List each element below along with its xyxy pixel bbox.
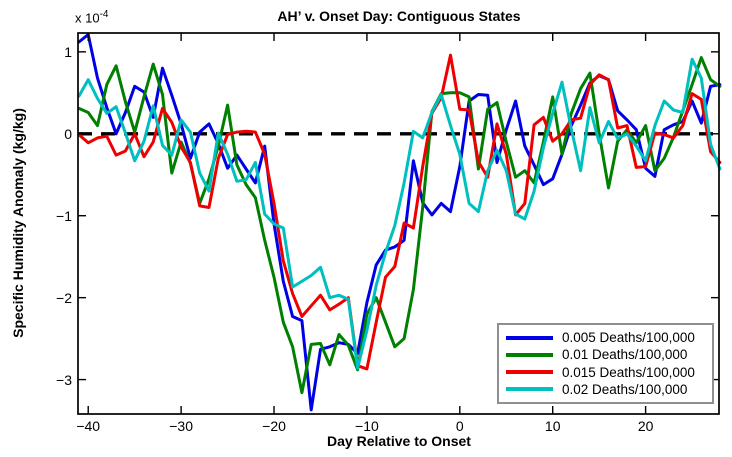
y-tick-label: −2 <box>56 289 72 306</box>
x-tick-label: 0 <box>455 418 464 434</box>
y-axis-multiplier-base: x 10 <box>75 10 100 26</box>
y-tick-label: 0 <box>64 125 72 142</box>
chart-title: AH’ v. Onset Day: Contiguous States <box>277 8 521 24</box>
legend-entry: 0.02 Deaths/100,000 <box>506 382 708 397</box>
legend-line-sample-blue <box>506 335 553 340</box>
legend-label: 0.015 Deaths/100,000 <box>562 364 695 380</box>
y-tick-label: −1 <box>56 207 72 224</box>
axes-frame <box>77 32 720 415</box>
y-tick-label: −3 <box>56 371 72 388</box>
legend-line-sample-red <box>506 370 553 375</box>
legend-label: 0.01 Deaths/100,000 <box>562 347 688 363</box>
x-axis-label: Day Relative to Onset <box>327 433 471 449</box>
legend-line-sample-cyan <box>506 387 553 392</box>
x-tick-label: 20 <box>637 418 654 434</box>
series-line-3 <box>77 57 722 370</box>
series-line-2 <box>77 53 722 371</box>
legend-entry: 0.01 Deaths/100,000 <box>506 347 708 362</box>
y-axis-multiplier: x 10-4 <box>75 9 108 25</box>
x-tick-label: −10 <box>355 418 379 434</box>
y-tick-label: 1 <box>64 43 72 60</box>
legend-entry: 0.005 Deaths/100,000 <box>506 330 708 345</box>
y-axis-multiplier-exponent: -4 <box>99 9 109 20</box>
legend-line-sample-green <box>506 352 553 357</box>
legend-label: 0.005 Deaths/100,000 <box>562 330 695 346</box>
x-tick-label: −30 <box>169 418 193 434</box>
legend: 0.005 Deaths/100,000 0.01 Deaths/100,000… <box>497 323 714 404</box>
legend-entry: 0.015 Deaths/100,000 <box>506 365 708 380</box>
x-tick-label: 10 <box>544 418 561 434</box>
x-tick-label: −20 <box>262 418 286 434</box>
x-tick-label: −40 <box>76 418 101 434</box>
legend-label: 0.02 Deaths/100,000 <box>562 381 688 397</box>
